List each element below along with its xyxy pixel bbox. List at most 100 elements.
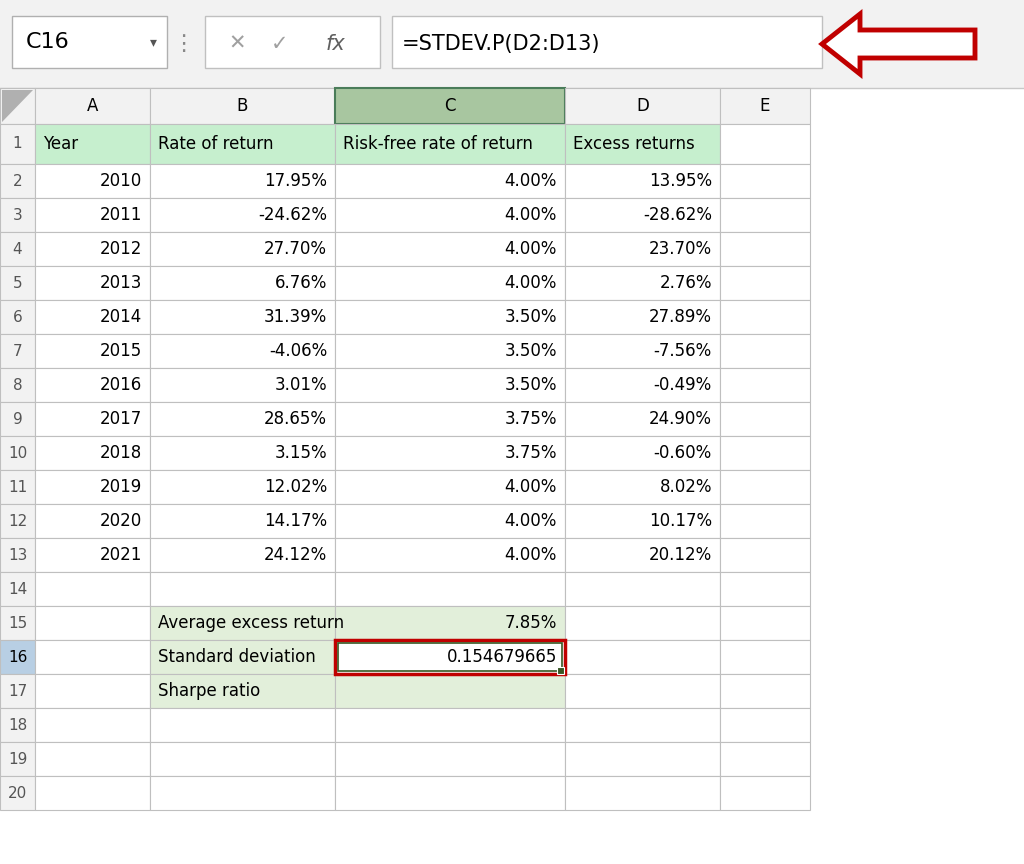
Text: -0.60%: -0.60% bbox=[653, 444, 712, 462]
Bar bbox=[35, 674, 150, 708]
Bar bbox=[150, 674, 335, 708]
Text: fx: fx bbox=[326, 34, 345, 54]
Text: 2015: 2015 bbox=[99, 342, 142, 360]
Bar bbox=[335, 368, 565, 402]
Bar bbox=[335, 198, 565, 232]
Text: 2012: 2012 bbox=[99, 240, 142, 258]
Bar bbox=[720, 776, 810, 810]
Bar bbox=[720, 436, 810, 470]
Bar bbox=[0, 708, 35, 742]
Text: D: D bbox=[636, 97, 649, 115]
Bar bbox=[720, 334, 810, 368]
Bar bbox=[35, 640, 150, 674]
Bar bbox=[565, 640, 720, 674]
Text: 15: 15 bbox=[8, 615, 27, 631]
Text: 10.17%: 10.17% bbox=[649, 512, 712, 530]
Polygon shape bbox=[2, 90, 33, 122]
Text: 3.15%: 3.15% bbox=[274, 444, 327, 462]
Bar bbox=[720, 674, 810, 708]
Bar bbox=[565, 266, 720, 300]
Text: 2021: 2021 bbox=[99, 546, 142, 564]
Bar bbox=[150, 402, 335, 436]
Bar bbox=[720, 402, 810, 436]
Bar bbox=[720, 572, 810, 606]
Bar bbox=[150, 538, 335, 572]
Bar bbox=[0, 266, 35, 300]
Bar bbox=[35, 232, 150, 266]
Text: 24.12%: 24.12% bbox=[264, 546, 327, 564]
Bar bbox=[35, 708, 150, 742]
Text: Year: Year bbox=[43, 135, 78, 153]
Bar bbox=[335, 504, 565, 538]
Text: 31.39%: 31.39% bbox=[264, 308, 327, 326]
Text: 27.89%: 27.89% bbox=[649, 308, 712, 326]
Bar bbox=[35, 88, 150, 124]
Bar bbox=[335, 164, 565, 198]
Text: 0.154679665: 0.154679665 bbox=[446, 648, 557, 666]
Bar bbox=[150, 88, 335, 124]
Text: 4.00%: 4.00% bbox=[505, 478, 557, 496]
Bar bbox=[150, 198, 335, 232]
Bar bbox=[335, 538, 565, 572]
Bar bbox=[0, 164, 35, 198]
Bar bbox=[0, 538, 35, 572]
Text: ✓: ✓ bbox=[271, 34, 289, 54]
Bar bbox=[35, 334, 150, 368]
Text: 14.17%: 14.17% bbox=[264, 512, 327, 530]
Text: 14: 14 bbox=[8, 581, 27, 596]
Bar bbox=[720, 232, 810, 266]
Bar bbox=[565, 504, 720, 538]
Text: 20.12%: 20.12% bbox=[649, 546, 712, 564]
Text: Standard deviation: Standard deviation bbox=[158, 648, 315, 666]
Bar bbox=[150, 124, 335, 164]
Text: 2.76%: 2.76% bbox=[659, 274, 712, 292]
Text: 6.76%: 6.76% bbox=[274, 274, 327, 292]
Text: -28.62%: -28.62% bbox=[643, 206, 712, 224]
Text: 13.95%: 13.95% bbox=[649, 172, 712, 190]
Bar bbox=[35, 470, 150, 504]
Bar bbox=[150, 368, 335, 402]
Bar bbox=[0, 640, 35, 674]
Bar bbox=[720, 124, 810, 164]
Bar bbox=[335, 402, 565, 436]
Bar bbox=[0, 232, 35, 266]
Bar bbox=[565, 334, 720, 368]
Bar bbox=[565, 300, 720, 334]
Bar bbox=[335, 436, 565, 470]
Bar bbox=[720, 708, 810, 742]
Text: 2013: 2013 bbox=[99, 274, 142, 292]
Text: ✕: ✕ bbox=[228, 34, 246, 54]
Text: -7.56%: -7.56% bbox=[653, 342, 712, 360]
Bar bbox=[150, 232, 335, 266]
Bar bbox=[0, 334, 35, 368]
Text: 3.50%: 3.50% bbox=[505, 342, 557, 360]
Text: 28.65%: 28.65% bbox=[264, 410, 327, 428]
Text: Risk-free rate of return: Risk-free rate of return bbox=[343, 135, 532, 153]
Bar bbox=[565, 368, 720, 402]
Bar bbox=[392, 16, 822, 68]
Bar bbox=[35, 436, 150, 470]
Bar bbox=[720, 742, 810, 776]
Bar bbox=[335, 470, 565, 504]
Bar bbox=[35, 606, 150, 640]
Bar bbox=[150, 164, 335, 198]
Bar bbox=[150, 334, 335, 368]
Text: 8: 8 bbox=[12, 378, 23, 392]
Bar bbox=[35, 368, 150, 402]
Text: B: B bbox=[237, 97, 248, 115]
Text: 13: 13 bbox=[8, 548, 28, 562]
Bar bbox=[335, 606, 565, 640]
Bar bbox=[720, 640, 810, 674]
Text: E: E bbox=[760, 97, 770, 115]
Bar bbox=[720, 470, 810, 504]
Bar bbox=[565, 572, 720, 606]
Text: 3: 3 bbox=[12, 207, 23, 223]
Bar bbox=[35, 164, 150, 198]
Bar bbox=[0, 198, 35, 232]
Bar bbox=[565, 708, 720, 742]
Text: 17.95%: 17.95% bbox=[264, 172, 327, 190]
Text: -24.62%: -24.62% bbox=[258, 206, 327, 224]
Bar bbox=[565, 88, 720, 124]
Text: C: C bbox=[444, 97, 456, 115]
Bar bbox=[35, 124, 150, 164]
